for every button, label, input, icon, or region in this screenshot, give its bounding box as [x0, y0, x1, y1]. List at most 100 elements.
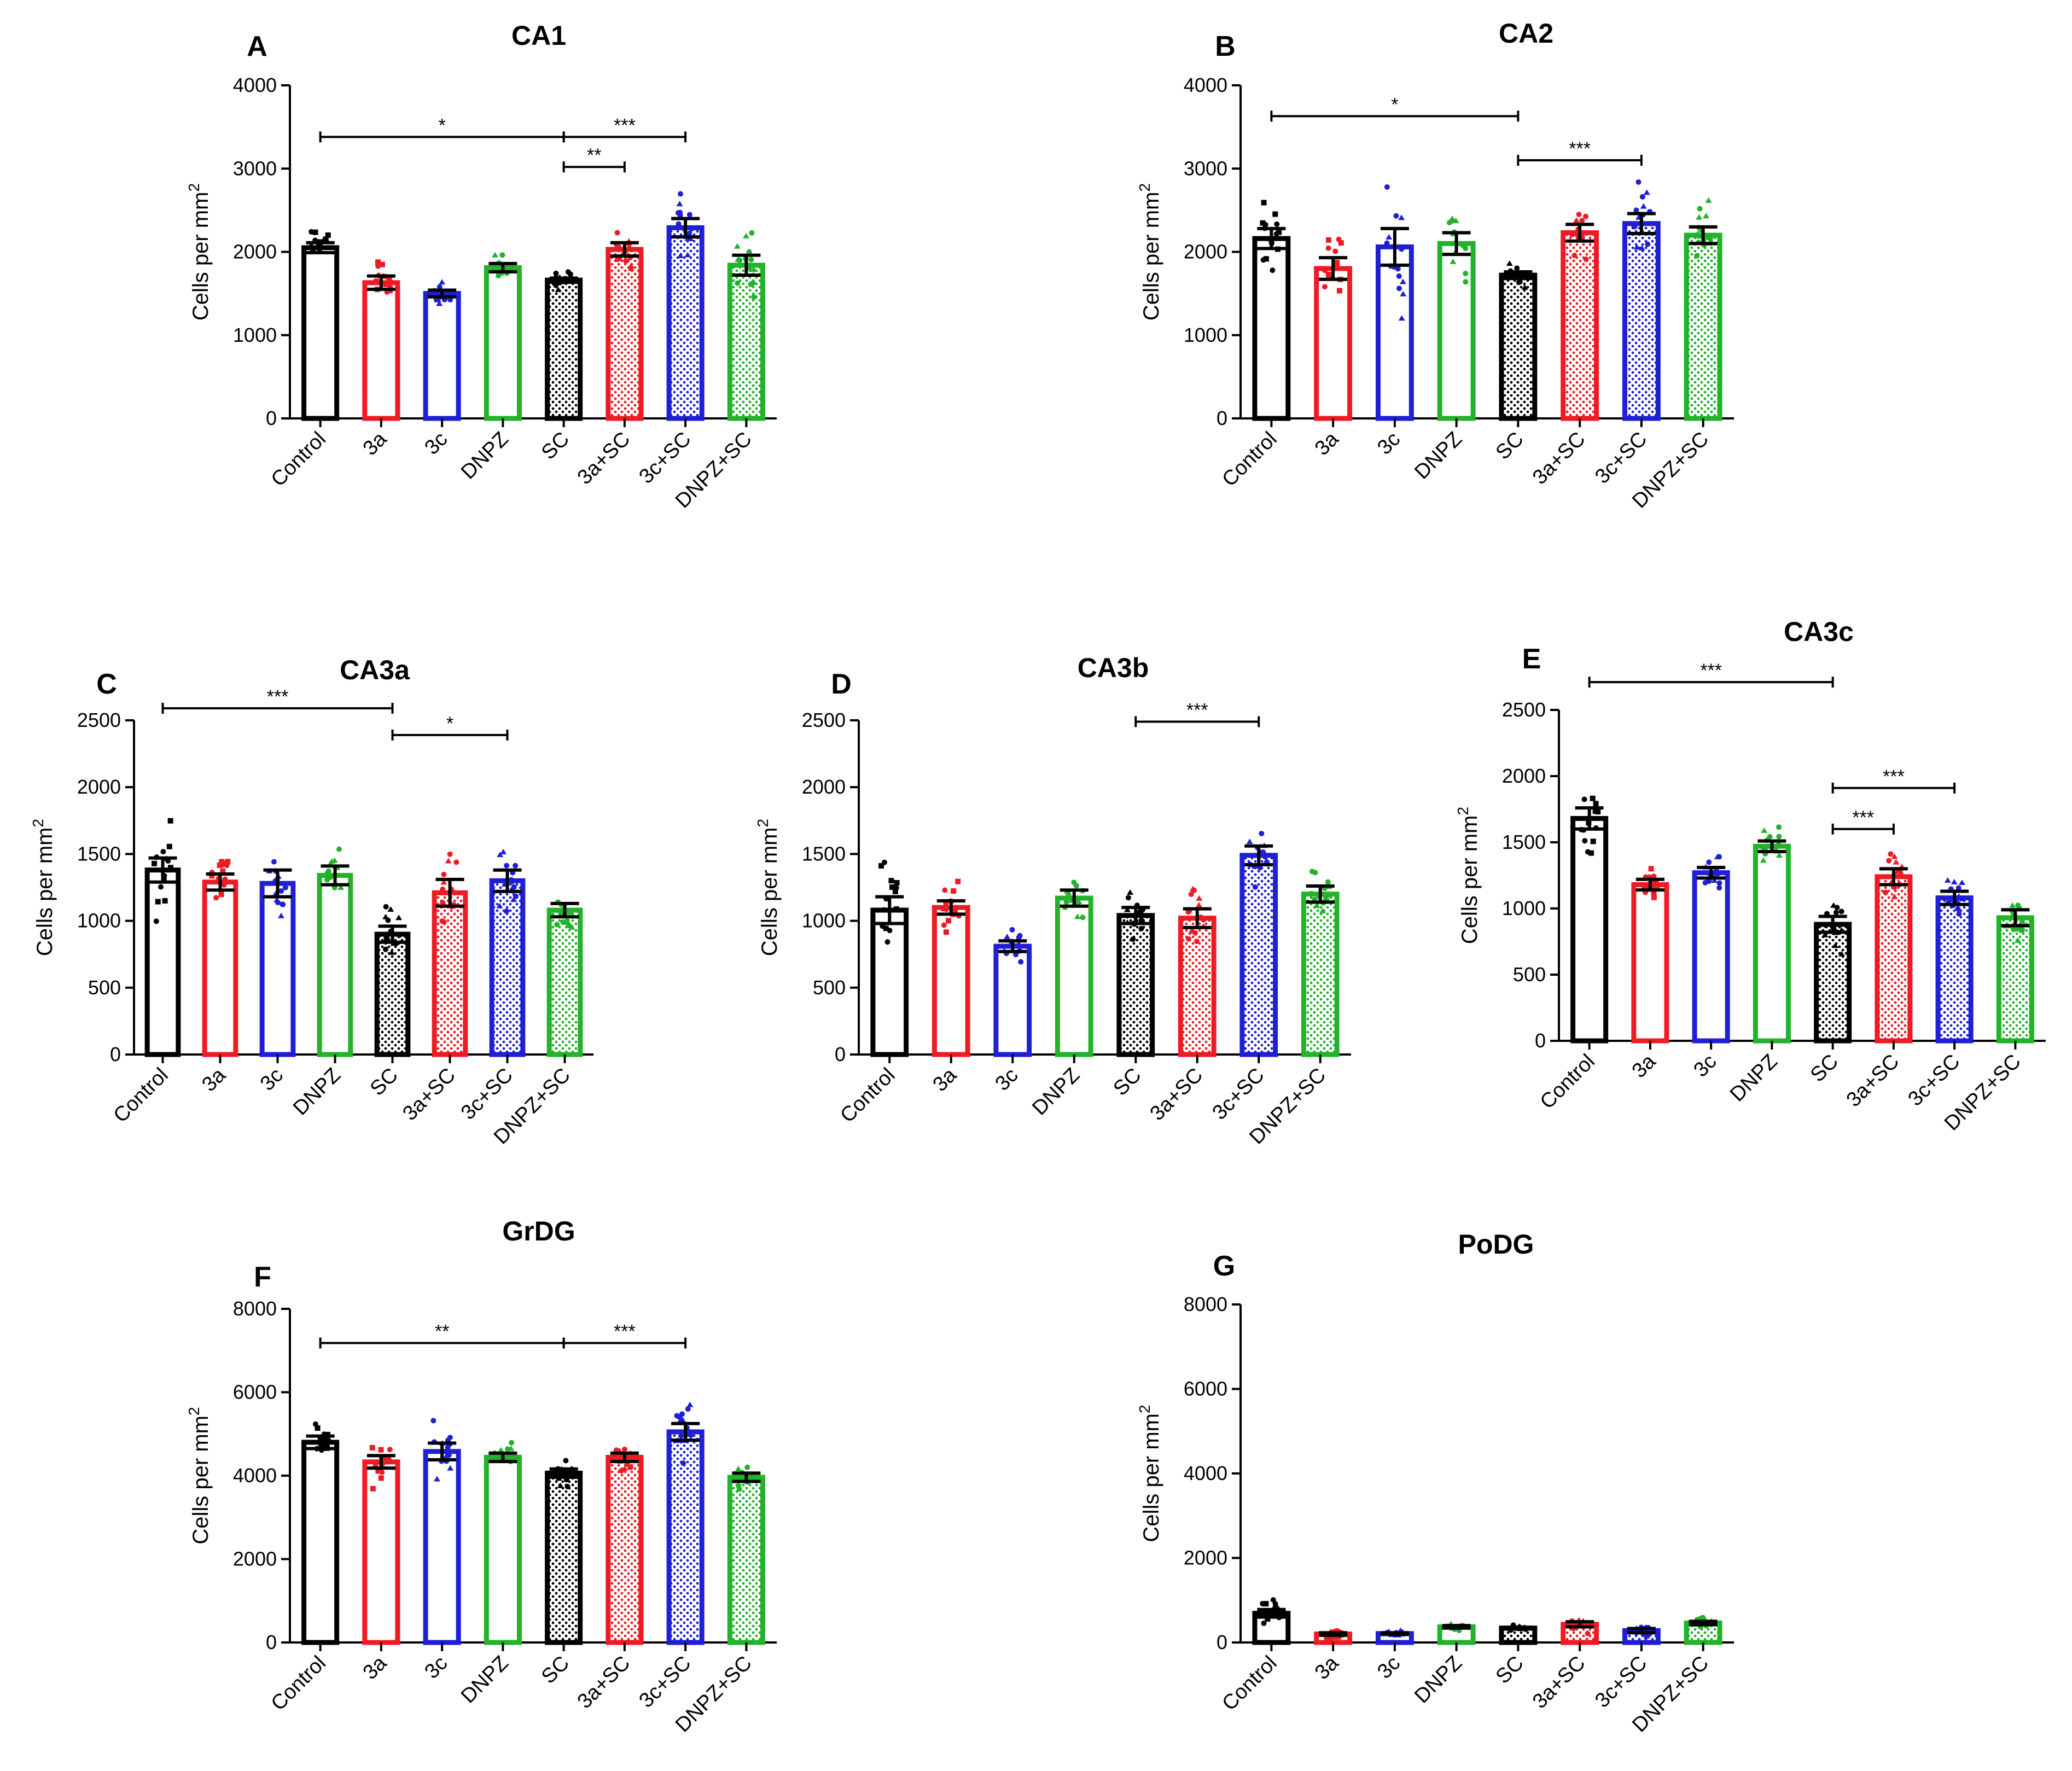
y-axis-label: Cells per mm2	[30, 819, 57, 956]
data-point	[568, 924, 575, 930]
bar-dnpz	[1437, 241, 1476, 421]
bar-3a	[932, 905, 970, 1057]
panel-title: CA3a	[340, 655, 410, 685]
data-point	[322, 1443, 328, 1449]
data-point	[943, 929, 949, 935]
data-point	[1393, 213, 1399, 219]
data-point	[280, 901, 286, 907]
data-point	[1325, 271, 1331, 277]
data-point	[744, 1464, 750, 1470]
data-point	[1261, 200, 1267, 206]
data-point	[1576, 212, 1582, 218]
data-point	[1886, 858, 1892, 864]
significance-label: *	[1391, 94, 1398, 115]
data-point	[1760, 857, 1767, 863]
category-label: DNPZ	[289, 1064, 345, 1120]
significance-label: ***	[1852, 807, 1874, 828]
bar-control	[1252, 236, 1291, 421]
data-point	[1521, 284, 1528, 290]
data-point	[1270, 1597, 1276, 1603]
data-point	[167, 818, 173, 824]
data-point	[1273, 231, 1279, 237]
category-label: Control	[836, 1064, 899, 1127]
data-point	[439, 279, 446, 285]
y-tick-label: 8000	[1184, 1293, 1227, 1315]
data-point	[1396, 286, 1402, 292]
data-point	[1138, 917, 1144, 923]
data-point	[1270, 267, 1276, 273]
data-point	[385, 917, 391, 923]
data-point	[1201, 917, 1207, 923]
data-point	[1651, 894, 1657, 900]
data-point	[1707, 236, 1713, 242]
data-point	[153, 918, 159, 924]
data-point	[1272, 211, 1278, 217]
data-point	[1399, 246, 1405, 252]
category-label: 3c	[1689, 1050, 1721, 1082]
y-tick-label: 1500	[802, 842, 846, 865]
data-point	[941, 906, 947, 912]
data-point	[679, 1417, 686, 1423]
data-point	[1898, 871, 1904, 877]
data-point	[878, 863, 884, 869]
data-point	[552, 272, 560, 278]
data-point	[1138, 925, 1144, 931]
significance-label: ***	[1883, 766, 1905, 787]
category-label: SC	[537, 428, 574, 464]
panel-title: CA2	[1499, 18, 1553, 49]
data-point	[433, 1476, 440, 1482]
data-point	[430, 1418, 436, 1424]
category-label: 3c	[256, 1064, 288, 1096]
data-point	[750, 266, 758, 272]
data-point	[677, 209, 683, 215]
bar-3a	[1314, 266, 1353, 421]
category-label: 3a+SC	[1146, 1064, 1208, 1126]
data-point	[1696, 214, 1703, 220]
data-point	[893, 906, 899, 912]
bar-control	[301, 245, 340, 421]
data-point	[1263, 256, 1269, 262]
data-point	[1640, 203, 1647, 209]
data-point	[1325, 237, 1331, 243]
category-label: SC	[366, 1064, 403, 1100]
data-point	[312, 229, 318, 235]
data-point	[735, 1465, 742, 1471]
category-label: 3c	[991, 1064, 1023, 1096]
data-point	[1386, 234, 1393, 240]
bar-3a-plus-sc	[1178, 916, 1217, 1057]
data-point	[315, 1425, 321, 1431]
y-tick-label: 2500	[1502, 698, 1546, 721]
y-tick-label: 8000	[233, 1297, 277, 1320]
data-point	[883, 925, 889, 931]
data-point	[375, 259, 381, 265]
data-point	[433, 296, 440, 302]
data-point	[383, 946, 389, 952]
data-point	[623, 258, 629, 264]
category-label: DNPZ	[1028, 1064, 1084, 1120]
bar-dnpz-plus-sc	[1684, 232, 1722, 421]
data-point	[1823, 922, 1829, 928]
data-point	[218, 892, 224, 898]
y-tick-label: 2000	[233, 1548, 277, 1570]
category-label: SC	[537, 1652, 574, 1688]
data-point	[1260, 849, 1266, 855]
data-point	[1336, 288, 1342, 294]
data-point	[1642, 883, 1648, 889]
category-label: 3c+SC	[1591, 1652, 1651, 1712]
y-tick-label: 2000	[233, 241, 277, 263]
data-point	[441, 919, 447, 925]
significance-label: *	[439, 115, 446, 136]
data-point	[1309, 869, 1315, 875]
data-point	[1450, 258, 1457, 264]
data-point	[1821, 931, 1829, 937]
data-point	[1893, 859, 1900, 865]
data-point	[158, 884, 164, 890]
data-point	[375, 1468, 381, 1474]
category-label: 3a+SC	[1528, 428, 1590, 490]
data-point	[881, 859, 887, 865]
data-point	[1308, 890, 1314, 896]
data-point	[941, 922, 947, 928]
bar-sc	[545, 1470, 583, 1645]
data-point	[510, 896, 517, 902]
data-point	[436, 300, 443, 306]
